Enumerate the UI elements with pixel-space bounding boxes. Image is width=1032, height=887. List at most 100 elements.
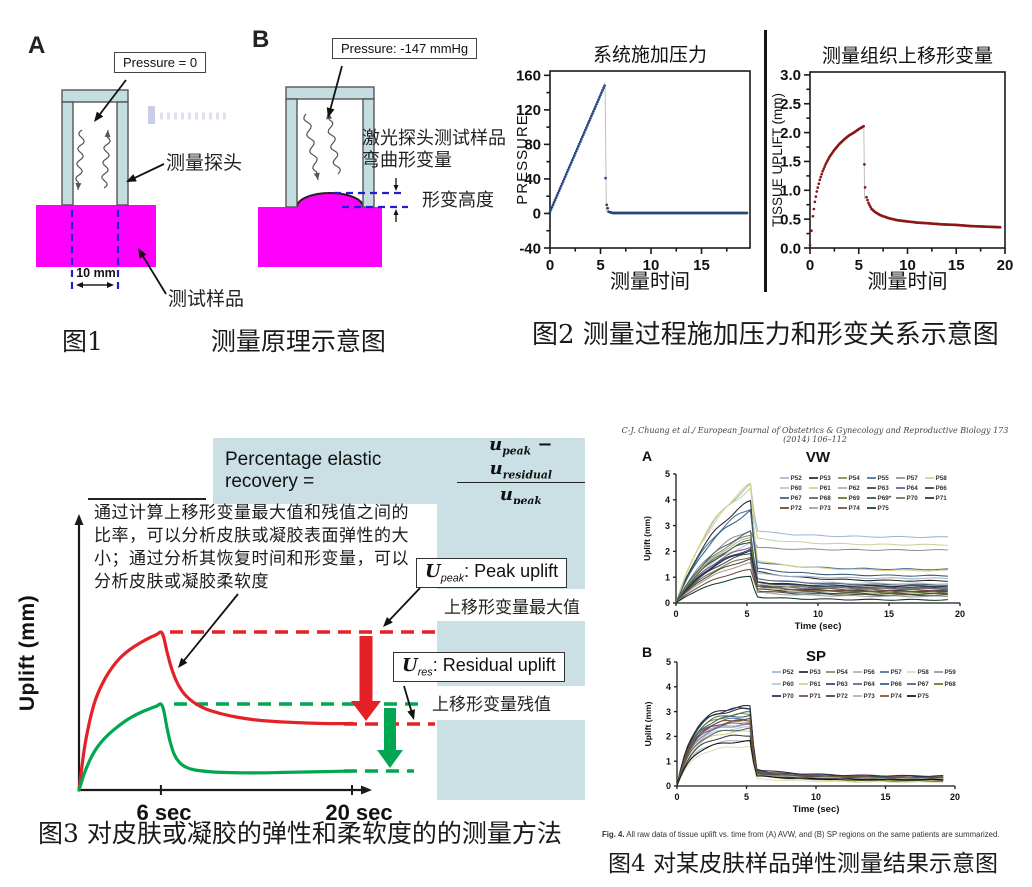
svg-text:3: 3 xyxy=(665,521,670,531)
annotation-topline xyxy=(88,498,206,500)
svg-text:P63: P63 xyxy=(837,681,849,688)
svg-text:160: 160 xyxy=(516,68,541,85)
tick-20sec: 20 sec xyxy=(325,800,393,825)
svg-text:P59: P59 xyxy=(945,669,957,676)
sample-label: 测试样品 xyxy=(168,288,245,310)
formula-band: Percentage elastic recovery = upeak − ur… xyxy=(213,434,585,508)
svg-text:P68: P68 xyxy=(820,495,832,502)
panel-a-diagram xyxy=(36,79,230,295)
residual-uplift-note: 上移形变量残值 xyxy=(432,695,551,715)
svg-text:0: 0 xyxy=(546,257,554,274)
tissue-uplift-chart: 0 5 10 15 20 0.0 0.5 1.0 1.5 2.0 2.5 3.0 测量组织上移形变量测量… xyxy=(770,45,1013,293)
svg-text:2: 2 xyxy=(666,732,671,742)
panel-b-diagram xyxy=(258,65,408,267)
svg-text:P52: P52 xyxy=(791,475,803,482)
svg-text:3: 3 xyxy=(666,707,671,717)
sp-chart: 0 5 10 15 20 0 1 2 3 4 5 SP Time (sec) Uplift (mm) P52… xyxy=(643,648,960,815)
svg-text:P67: P67 xyxy=(791,495,803,502)
svg-text:P62: P62 xyxy=(849,485,861,492)
svg-text:P66: P66 xyxy=(891,681,903,688)
svg-text:P54: P54 xyxy=(849,475,861,482)
svg-text:P75: P75 xyxy=(878,505,890,512)
svg-text:P71: P71 xyxy=(810,693,822,700)
svg-text:P61: P61 xyxy=(820,485,832,492)
svg-text:测量时间: 测量时间 xyxy=(610,269,690,293)
pressure-zero-label: Pressure = 0 xyxy=(114,52,207,73)
svg-text:P56: P56 xyxy=(864,669,876,676)
figure3-caption: 图3 对皮肤或凝胶的弹性和柔软度的的测量方法 xyxy=(38,819,562,848)
svg-text:P67: P67 xyxy=(918,681,930,688)
svg-text:P74: P74 xyxy=(891,693,903,700)
svg-text:0: 0 xyxy=(533,206,541,223)
formula-fraction: upeak − uresidual upeak xyxy=(456,434,585,508)
svg-text:0: 0 xyxy=(673,609,678,619)
svg-text:Uplift (mm): Uplift (mm) xyxy=(643,701,653,746)
figure3-annotation: 通过计算上移形变量最大值和残值之间的比率，可以分析皮肤或凝胶表面弹性的大小；通过… xyxy=(94,503,409,592)
svg-text:1: 1 xyxy=(666,756,671,766)
svg-text:P68: P68 xyxy=(945,681,957,688)
svg-text:系统施加压力: 系统施加压力 xyxy=(593,44,707,66)
figure4-caption-cn: 图4 对某皮肤样品弹性测量结果示意图 xyxy=(608,851,998,877)
figure4-panel-a-letter: A xyxy=(642,448,653,464)
panel-a-letter: A xyxy=(28,32,46,59)
svg-text:P73: P73 xyxy=(820,505,832,512)
svg-text:P69*: P69* xyxy=(878,495,892,502)
svg-text:P57: P57 xyxy=(891,669,903,676)
svg-text:0: 0 xyxy=(665,598,670,608)
svg-text:VW: VW xyxy=(806,449,831,466)
laser-label-line2: 弯曲形变量 xyxy=(362,150,452,171)
deform-height-label: 形变高度 xyxy=(422,190,494,211)
svg-text:5: 5 xyxy=(666,657,671,667)
svg-text:10: 10 xyxy=(811,792,821,802)
laser-label-line1: 激光探头测试样品 xyxy=(362,128,506,149)
svg-text:Time (sec): Time (sec) xyxy=(795,621,842,632)
figure1-caption: 图1 测量原理示意图 xyxy=(62,322,386,358)
svg-text:2: 2 xyxy=(665,547,670,557)
figure2-caption: 图2 测量过程施加压力和形变关系示意图 xyxy=(532,320,999,350)
svg-text:5: 5 xyxy=(744,792,749,802)
svg-text:40: 40 xyxy=(524,171,541,188)
figure1: A Pressure = 0 测量探头 测试样品 10 mm B Pressur… xyxy=(0,0,512,380)
svg-text:15: 15 xyxy=(880,792,890,802)
svg-text:Uplift (mm): Uplift (mm) xyxy=(642,516,652,561)
figure1-caption-text: 测量原理示意图 xyxy=(210,327,386,356)
svg-text:20: 20 xyxy=(950,792,960,802)
svg-text:15: 15 xyxy=(693,257,710,274)
panel-b-letter: B xyxy=(252,26,270,53)
svg-text:120: 120 xyxy=(516,102,541,119)
svg-text:P64: P64 xyxy=(864,681,876,688)
white-strip-1 xyxy=(437,589,585,621)
svg-text:4: 4 xyxy=(666,682,671,692)
svg-text:0: 0 xyxy=(806,257,814,274)
method-ylabel: Uplift (mm) xyxy=(16,594,39,712)
svg-text:10: 10 xyxy=(813,609,823,619)
svg-text:5: 5 xyxy=(596,257,604,274)
svg-text:4: 4 xyxy=(665,495,670,505)
svg-text:P54: P54 xyxy=(837,669,849,676)
svg-text:P70: P70 xyxy=(783,693,795,700)
svg-text:P70: P70 xyxy=(907,495,919,502)
svg-text:10: 10 xyxy=(643,257,660,274)
tick-6sec: 6 sec xyxy=(136,800,192,825)
svg-text:TISSUE UPLIFT (mm): TISSUE UPLIFT (mm) xyxy=(770,93,785,227)
probe-label: 测量探头 xyxy=(166,152,243,174)
pressure-147-label: Pressure: -147 mmHg xyxy=(332,38,478,59)
svg-text:P63: P63 xyxy=(878,485,890,492)
svg-text:P52: P52 xyxy=(783,669,795,676)
svg-text:10: 10 xyxy=(899,257,916,274)
peak-uplift-box: Upeak: Peak uplift xyxy=(416,558,568,588)
svg-text:P58: P58 xyxy=(936,475,948,482)
svg-text:P75: P75 xyxy=(918,693,930,700)
svg-text:P71: P71 xyxy=(936,495,948,502)
svg-text:Time (sec): Time (sec) xyxy=(793,804,840,815)
svg-text:2.5: 2.5 xyxy=(780,96,801,113)
svg-text:20: 20 xyxy=(955,609,965,619)
svg-text:P58: P58 xyxy=(918,669,930,676)
svg-text:1.5: 1.5 xyxy=(780,154,801,171)
figure1-panel-a: A Pressure = 0 测量探头 测试样品 10 mm xyxy=(18,30,250,330)
white-strip-2 xyxy=(437,686,585,720)
svg-text:P60: P60 xyxy=(783,681,795,688)
svg-text:15: 15 xyxy=(948,257,965,274)
